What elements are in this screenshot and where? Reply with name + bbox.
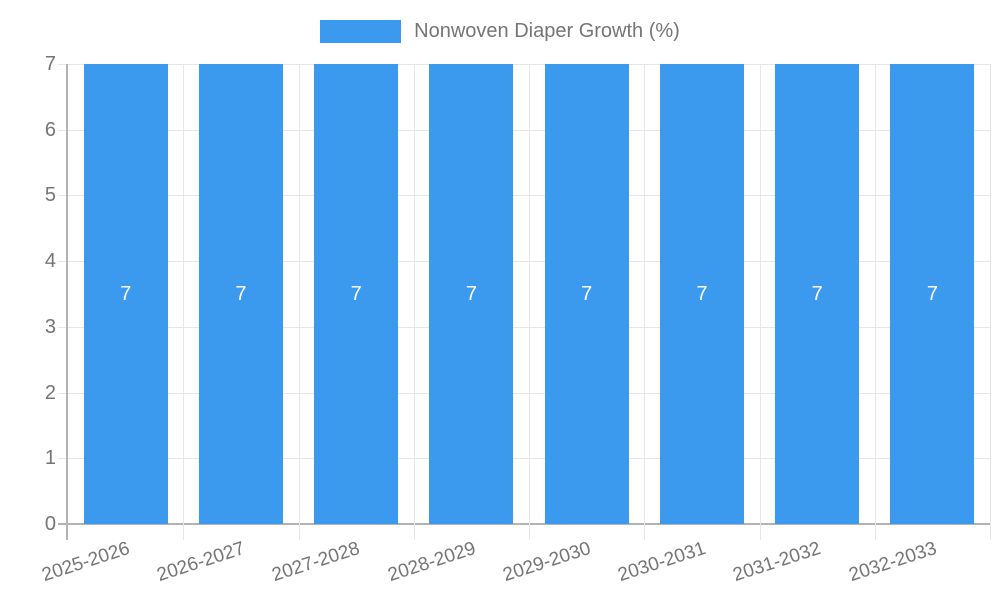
x-tick-label: 2032-2033 (845, 538, 939, 587)
y-tick-label: 1 (44, 447, 56, 470)
x-tick-label: 2025-2026 (39, 538, 133, 587)
x-tick (644, 524, 646, 540)
bar[interactable] (83, 64, 168, 524)
x-tick-label: 2031-2032 (730, 538, 824, 587)
bar-value-label: 7 (350, 283, 362, 305)
bar[interactable] (659, 64, 744, 524)
bar-value-label: 7 (581, 283, 593, 305)
x-gridline (644, 64, 646, 524)
x-tick (183, 524, 185, 540)
bar[interactable] (544, 64, 629, 524)
y-tick-label: 4 (44, 250, 56, 273)
y-tick (58, 261, 68, 263)
x-gridline (413, 64, 415, 524)
y-tick (58, 523, 68, 525)
bar-value-label: 7 (696, 283, 708, 305)
y-tick-label: 7 (44, 53, 56, 75)
y-tick-label: 3 (44, 315, 56, 338)
y-tick-label: 2 (44, 381, 56, 404)
chart-legend: Nonwoven Diaper Growth (%) (0, 20, 1000, 43)
y-tick (58, 392, 68, 394)
x-gridline (874, 64, 876, 524)
x-tick (759, 524, 761, 540)
y-tick (58, 195, 68, 197)
legend-item[interactable]: Nonwoven Diaper Growth (%) (320, 20, 680, 43)
x-tick-label: 2028-2029 (384, 538, 478, 587)
y-tick-label: 6 (44, 118, 56, 141)
bar-value-label: 7 (811, 283, 823, 305)
x-tick (874, 524, 876, 540)
x-tick (413, 524, 415, 540)
y-tick (58, 64, 68, 65)
legend-label: Nonwoven Diaper Growth (%) (414, 20, 680, 42)
bar-value-label: 7 (235, 283, 247, 305)
bar[interactable] (198, 64, 283, 524)
x-tick-label: 2030-2031 (615, 538, 709, 587)
x-tick (298, 524, 300, 540)
x-gridline (529, 64, 530, 524)
bar[interactable] (775, 64, 860, 524)
y-tick (58, 129, 68, 131)
y-tick-label: 0 (44, 513, 56, 535)
legend-swatch (320, 20, 402, 43)
bar-value-label: 7 (926, 283, 938, 305)
y-tick (58, 458, 68, 460)
x-gridline (183, 64, 185, 524)
x-tick (66, 524, 68, 540)
bar[interactable] (429, 64, 514, 524)
x-tick-label: 2029-2030 (500, 538, 594, 587)
x-gridline (759, 64, 761, 524)
y-tick-label: 5 (44, 184, 56, 207)
x-gridline (298, 64, 300, 524)
bar[interactable] (890, 64, 975, 524)
bar-value-label: 7 (120, 283, 132, 305)
y-tick (58, 326, 68, 328)
x-tick (990, 524, 991, 540)
y-axis-line (66, 64, 68, 524)
bar[interactable] (314, 64, 399, 524)
x-tick-label: 2027-2028 (269, 538, 363, 587)
bar-value-label: 7 (465, 283, 477, 305)
x-gridline (990, 64, 991, 524)
x-tick (529, 524, 530, 540)
x-tick-label: 2026-2027 (154, 538, 248, 587)
